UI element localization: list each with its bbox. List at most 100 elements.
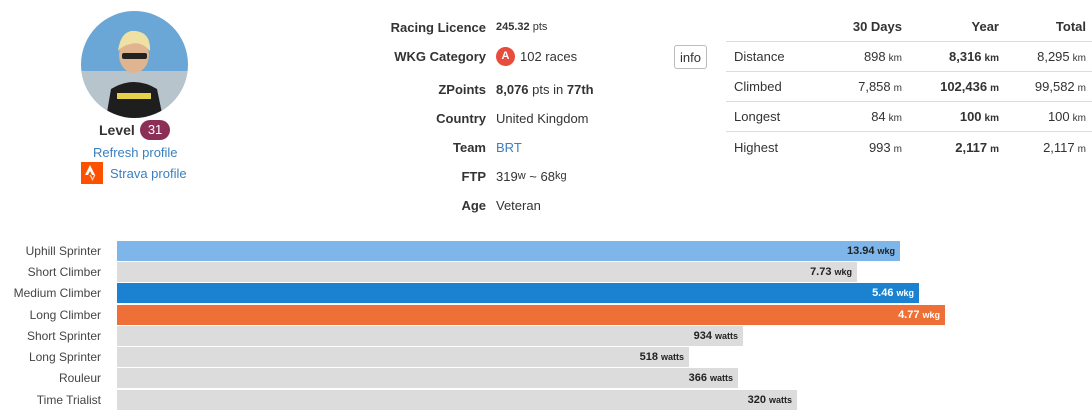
bar-unit: wkg	[834, 267, 852, 277]
stats-30-days-value: 993	[868, 139, 891, 155]
bar-row-medium-climber: Medium Climber 5.46 wkg	[0, 283, 1092, 303]
stats-label: Highest	[734, 139, 779, 155]
ftp-row: FTP 319 w ~ 68 kg	[380, 166, 660, 186]
bar-value: 13.94	[846, 245, 875, 257]
zpoints-value: 8,076	[496, 81, 529, 97]
bar-fill: 320 watts	[117, 390, 797, 410]
ftp-watts: 319	[496, 168, 518, 184]
bar-label: Medium Climber	[13, 286, 101, 300]
country-value: United Kingdom	[496, 110, 589, 126]
stats-row-climbed: Climbed 7,858 m 102,436 m 99,582 m	[726, 72, 1092, 102]
stats-30-days-value: 898	[863, 49, 886, 64]
stats-30-days-value: 84	[871, 109, 886, 124]
age-label: Age	[461, 197, 486, 213]
country-row: Country United Kingdom	[380, 108, 660, 128]
header-total: Total	[1055, 19, 1086, 34]
age-value: Veteran	[496, 197, 541, 213]
bar-value: 320	[747, 394, 766, 406]
wkg-category-label: WKG Category	[394, 48, 486, 64]
bar-row-short-sprinter: Short Sprinter 934 watts	[0, 326, 1092, 346]
bar-row-short-climber: Short Climber 7.73 wkg	[0, 262, 1092, 282]
zpoints-unit: pts in	[532, 81, 564, 97]
bar-fill: 13.94 wkg	[117, 241, 900, 261]
ftp-separator: ~	[529, 168, 537, 184]
bar-fill: 518 watts	[117, 347, 689, 367]
stats-label: Distance	[734, 49, 785, 64]
bar-row-long-sprinter: Long Sprinter 518 watts	[0, 347, 1092, 367]
stats-year-value: 102,436	[940, 79, 988, 94]
stats-row-longest: Longest 84 km 100 km 100 km	[726, 102, 1092, 132]
stats-row-distance: Distance 898 km 8,316 km 8,295 km	[726, 42, 1092, 72]
stats-label: Longest	[734, 109, 781, 124]
bar-unit: watts	[714, 331, 738, 341]
header-year: Year	[971, 19, 999, 34]
ftp-kg-unit: kg	[554, 170, 567, 182]
level-label: Level	[99, 122, 135, 138]
stats-label: Climbed	[734, 79, 782, 94]
stats-30-days-value: 7,858	[858, 79, 891, 94]
wkg-races: 102 races	[520, 48, 578, 64]
stats-year-value: 100	[959, 109, 982, 124]
team-row: Team BRT	[380, 137, 660, 157]
country-label: Country	[436, 110, 486, 126]
bar-unit: wkg	[922, 310, 940, 320]
bar-value: 934	[693, 330, 712, 342]
racing-licence-value: 245.32	[496, 21, 530, 33]
bar-label: Short Climber	[27, 265, 101, 279]
refresh-profile-link[interactable]: Refresh profile	[93, 145, 178, 160]
bar-fill: 7.73 wkg	[117, 262, 857, 282]
stats-total-value: 99,582	[1034, 79, 1075, 94]
bar-row-long-climber: Long Climber 4.77 wkg	[0, 305, 1092, 325]
bar-fill: 5.46 wkg	[117, 283, 919, 303]
bar-row-uphill-sprinter: Uphill Sprinter 13.94 wkg	[0, 241, 1092, 261]
strava-icon	[81, 162, 103, 184]
bar-label: Short Sprinter	[26, 329, 101, 343]
stats-header: 30 Days Year Total	[726, 12, 1092, 42]
bar-row-rouleur: Rouleur 366 watts	[0, 368, 1092, 388]
bar-value: 4.77	[898, 309, 920, 321]
stats-table: 30 Days Year Total Distance 898 km 8,316 k…	[726, 12, 1092, 162]
team-label: Team	[453, 139, 486, 155]
bar-unit: watts	[768, 395, 792, 405]
bar-unit: wkg	[877, 246, 895, 256]
bar-unit: watts	[709, 373, 733, 383]
bar-label: Uphill Sprinter	[25, 244, 101, 258]
stats-year-value: 2,117	[955, 139, 988, 155]
bar-value: 5.46	[872, 287, 894, 299]
strava-profile-label: Strava profile	[110, 165, 187, 181]
bar-label: Long Climber	[29, 308, 101, 322]
wkg-category-badge: A	[496, 46, 515, 66]
bar-fill: 4.77 wkg	[117, 305, 945, 325]
avatar	[81, 11, 188, 118]
level-badge: 31	[139, 120, 171, 140]
wkg-category-row: WKG Category A 102 races	[380, 46, 660, 66]
racing-licence-row: Racing Licence 245.32 pts	[380, 17, 660, 37]
stats-total-value: 8,295	[1037, 49, 1070, 64]
bar-value: 7.73	[810, 266, 832, 278]
stats-row-highest: Highest 993 m 2,117 m 2,117 m	[726, 132, 1092, 162]
ftp-label: FTP	[461, 168, 486, 184]
bar-unit: wkg	[896, 288, 914, 298]
bar-unit: watts	[660, 352, 684, 362]
info-button[interactable]: info	[674, 45, 707, 69]
racing-licence-unit: pts	[532, 21, 548, 33]
bar-label: Time Trialist	[36, 393, 101, 407]
bar-value: 366	[688, 372, 707, 384]
stats-total-value: 2,117	[1043, 139, 1075, 155]
bar-label: Long Sprinter	[28, 350, 101, 364]
bar-row-time-trialist: Time Trialist 320 watts	[0, 390, 1092, 410]
team-link[interactable]: BRT	[496, 139, 522, 155]
zpoints-rank: 77th	[566, 81, 594, 97]
bar-fill: 366 watts	[117, 368, 738, 388]
ftp-weight: 68	[540, 168, 555, 184]
bar-value: 518	[639, 351, 658, 363]
bar-fill: 934 watts	[117, 326, 743, 346]
age-row: Age Veteran	[380, 195, 660, 215]
strava-profile-link[interactable]: Strava profile	[81, 162, 187, 184]
bar-label: Rouleur	[58, 371, 101, 385]
header-30-days: 30 Days	[852, 19, 902, 34]
stats-total-value: 100	[1047, 109, 1070, 124]
racing-licence-label: Racing Licence	[390, 19, 486, 35]
zpoints-label: ZPoints	[438, 81, 486, 97]
avatar-image	[81, 11, 188, 118]
